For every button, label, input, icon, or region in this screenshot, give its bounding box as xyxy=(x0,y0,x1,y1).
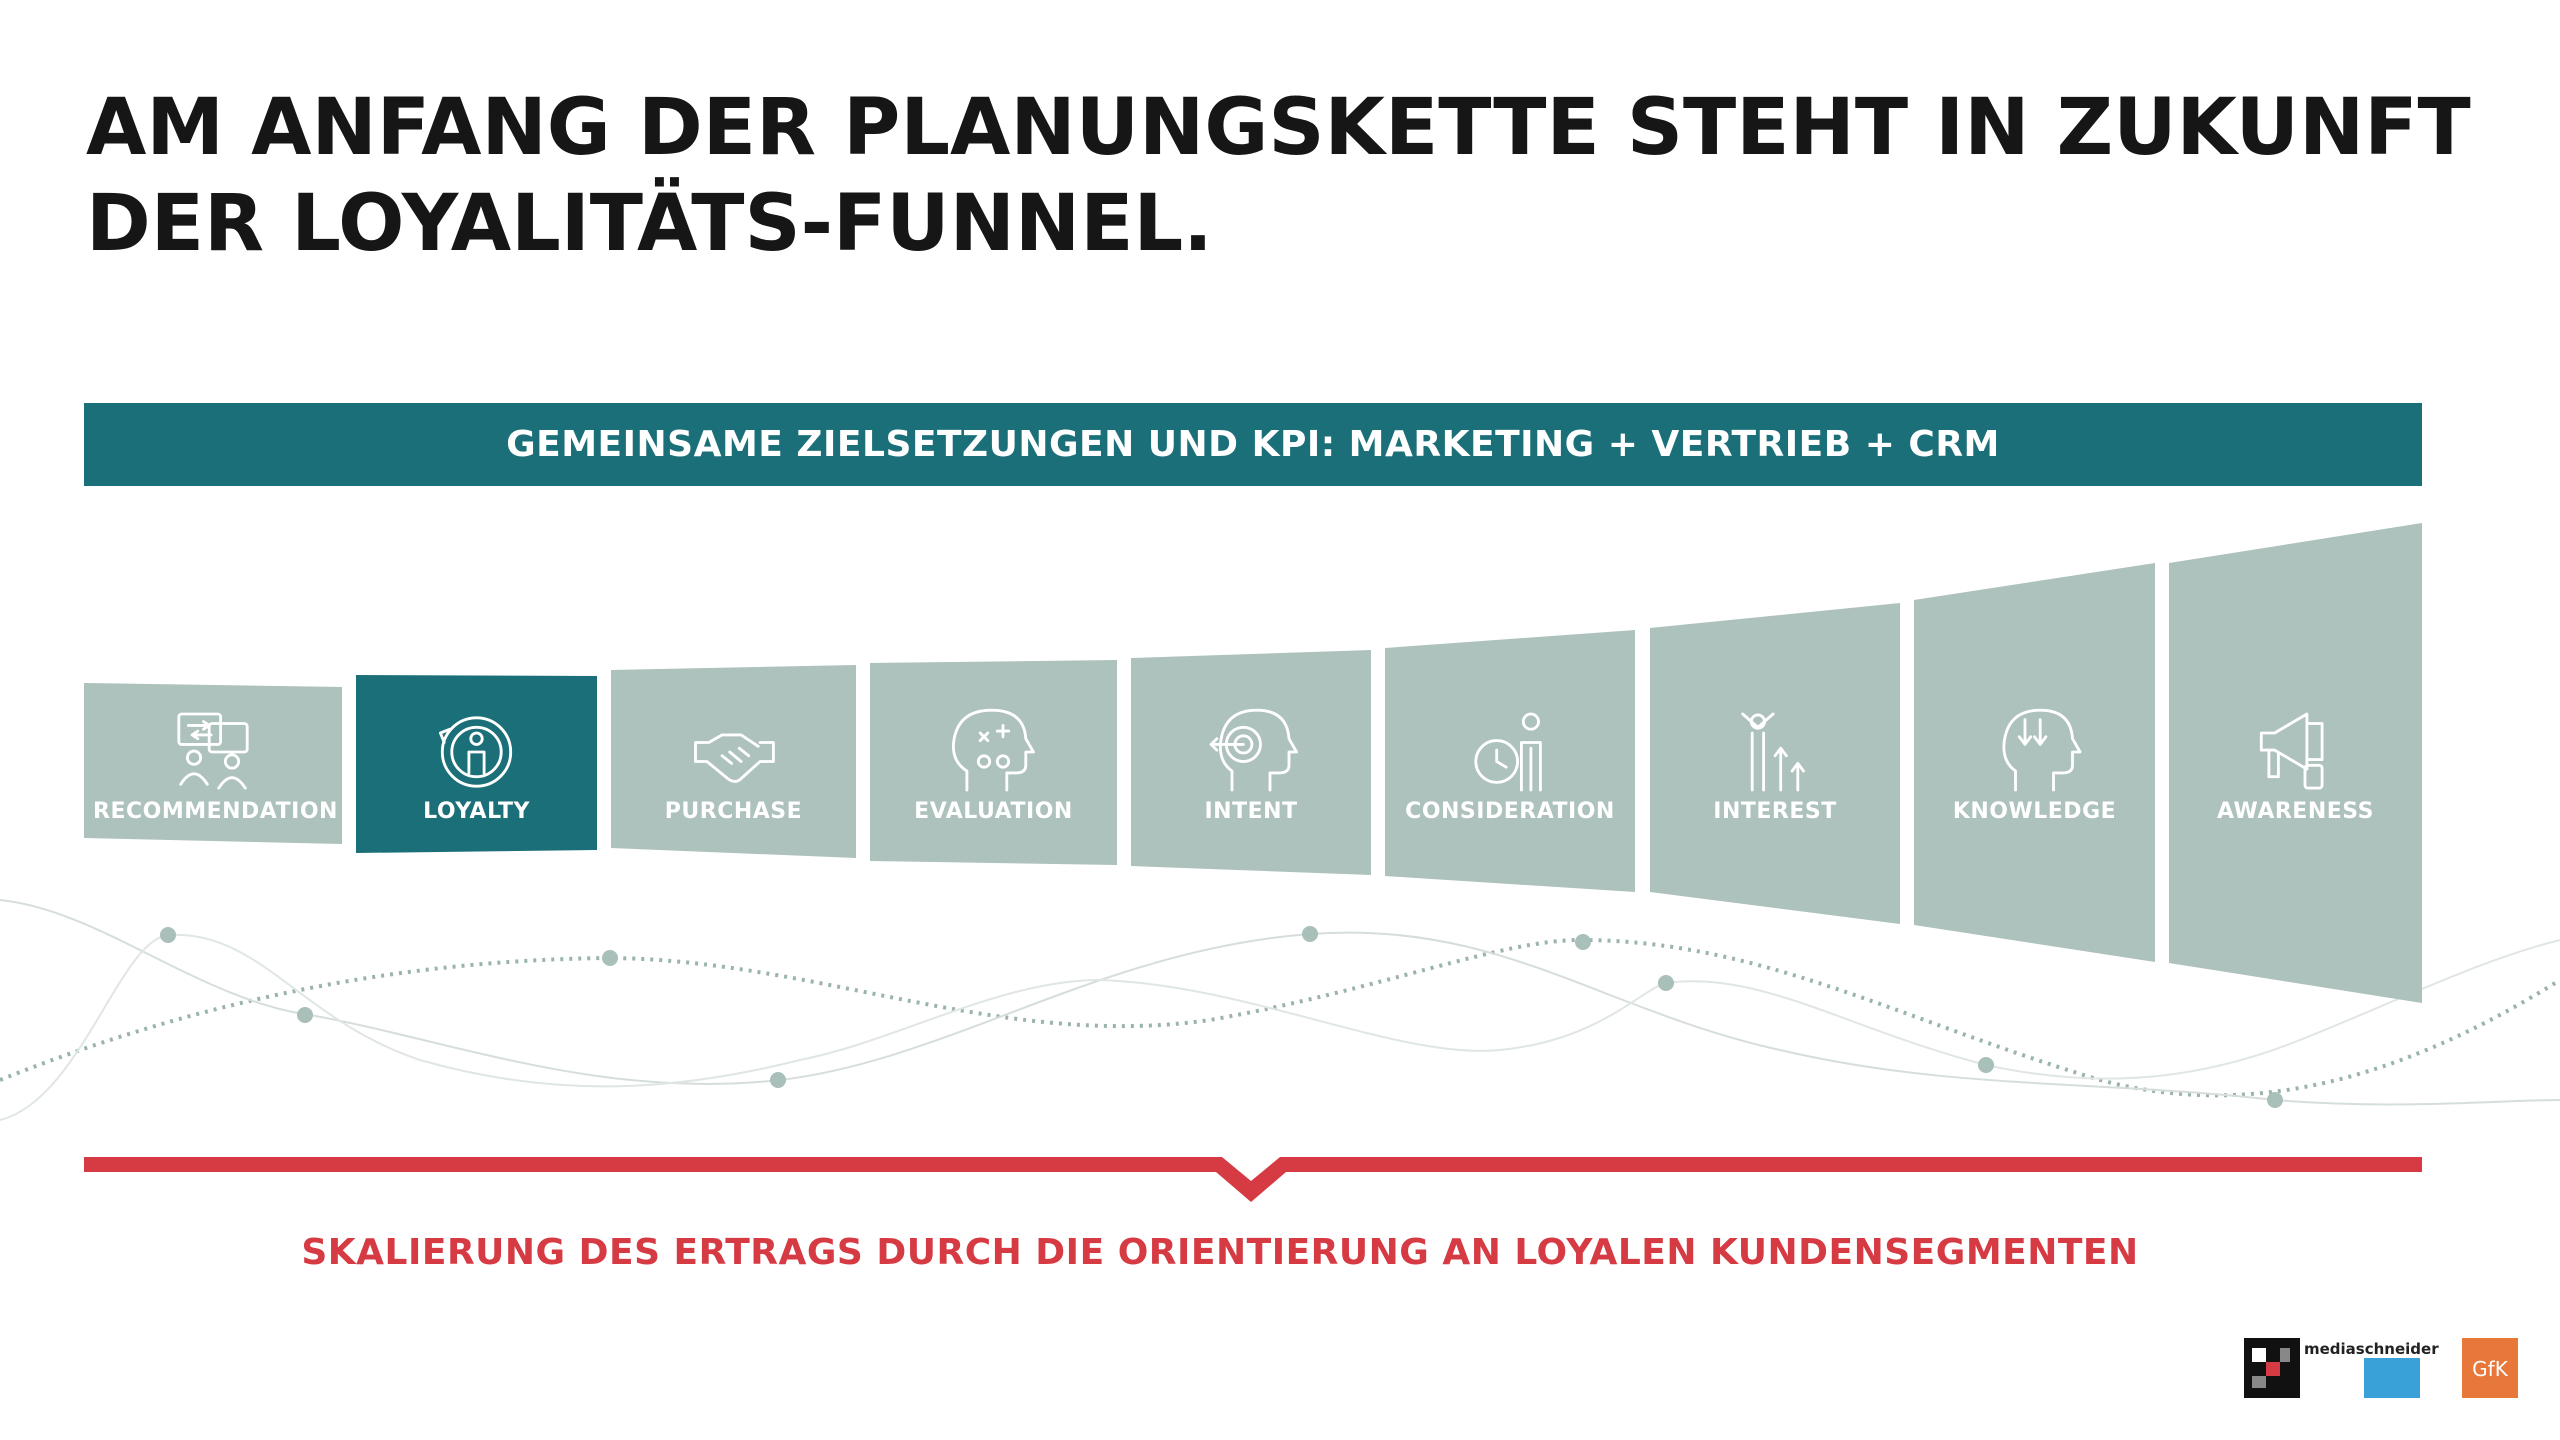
funnel-stage-knowledge xyxy=(1914,563,2155,962)
person-clock-icon xyxy=(1474,712,1542,792)
stage-label-awareness: AWARENESS xyxy=(2217,799,2374,824)
stage-label-intent: INTENT xyxy=(1204,799,1298,824)
slide-title: AM ANFANG DER PLANUNGSKETTE STEHT IN ZUK… xyxy=(86,80,2471,272)
funnel-stage-consideration xyxy=(1385,630,1635,892)
stage-label-knowledge: KNOWLEDGE xyxy=(1952,799,2117,824)
wave-dots xyxy=(160,926,2283,1108)
revenue-bracket xyxy=(84,1157,2422,1202)
stage-label-recommendation: RECOMMENDATION xyxy=(93,799,338,824)
knowledge-head-icon xyxy=(2002,708,2082,792)
kpi-banner: GEMEINSAME ZIELSETZUNGEN UND KPI: MARKET… xyxy=(84,403,2422,486)
stage-label-consideration: CONSIDERATION xyxy=(1405,799,1615,824)
funnel-stage-intent xyxy=(1131,650,1371,875)
funnel-stage-evaluation xyxy=(870,660,1117,865)
funnel-icons xyxy=(177,708,2324,792)
megaphone-icon xyxy=(2259,712,2324,790)
gfk-logo-icon: GfK xyxy=(2462,1338,2518,1398)
checker-logo-icon xyxy=(2244,1338,2300,1398)
gfk-logo-text: GfK xyxy=(2472,1357,2509,1381)
stage-label-purchase: PURCHASE xyxy=(664,799,803,824)
wave-line-thin-2 xyxy=(0,933,2560,1121)
kpi-banner-text: GEMEINSAME ZIELSETZUNGEN UND KPI: MARKET… xyxy=(506,424,2000,465)
target-head-icon xyxy=(1209,708,1299,792)
stage-label-evaluation: EVALUATION xyxy=(914,799,1073,824)
slide-title-line-1: AM ANFANG DER PLANUNGSKETTE STEHT IN ZUK… xyxy=(86,83,2471,173)
evaluation-head-icon xyxy=(951,708,1035,792)
recommendation-icon xyxy=(177,712,249,790)
mediaschneider-logo-icon xyxy=(2364,1358,2420,1398)
growth-person-icon xyxy=(1741,712,1805,792)
revenue-bracket-bar xyxy=(84,1157,2422,1202)
background-waves xyxy=(0,899,2560,1121)
handshake-icon xyxy=(694,733,775,783)
stage-label-loyalty: LOYALTY xyxy=(423,799,530,824)
loyalty-icon xyxy=(438,716,513,788)
funnel-stage-interest xyxy=(1650,603,1900,924)
funnel-stages xyxy=(84,523,2422,1003)
funnel-stage-loyalty xyxy=(356,675,597,853)
funnel-stage-purchase xyxy=(611,665,856,858)
slide-title-line-2: DER LOYALITÄTS-FUNNEL. xyxy=(86,179,1213,269)
funnel-stage-recommendation xyxy=(84,683,342,844)
logo-bar: mediaschneider GfK xyxy=(2244,1338,2524,1398)
mediaschneider-logo-text: mediaschneider xyxy=(2304,1340,2439,1358)
stage-label-interest: INTEREST xyxy=(1713,799,1837,824)
revenue-caption: SKALIERUNG DES ERTRAGS DURCH DIE ORIENTI… xyxy=(301,1232,2139,1273)
